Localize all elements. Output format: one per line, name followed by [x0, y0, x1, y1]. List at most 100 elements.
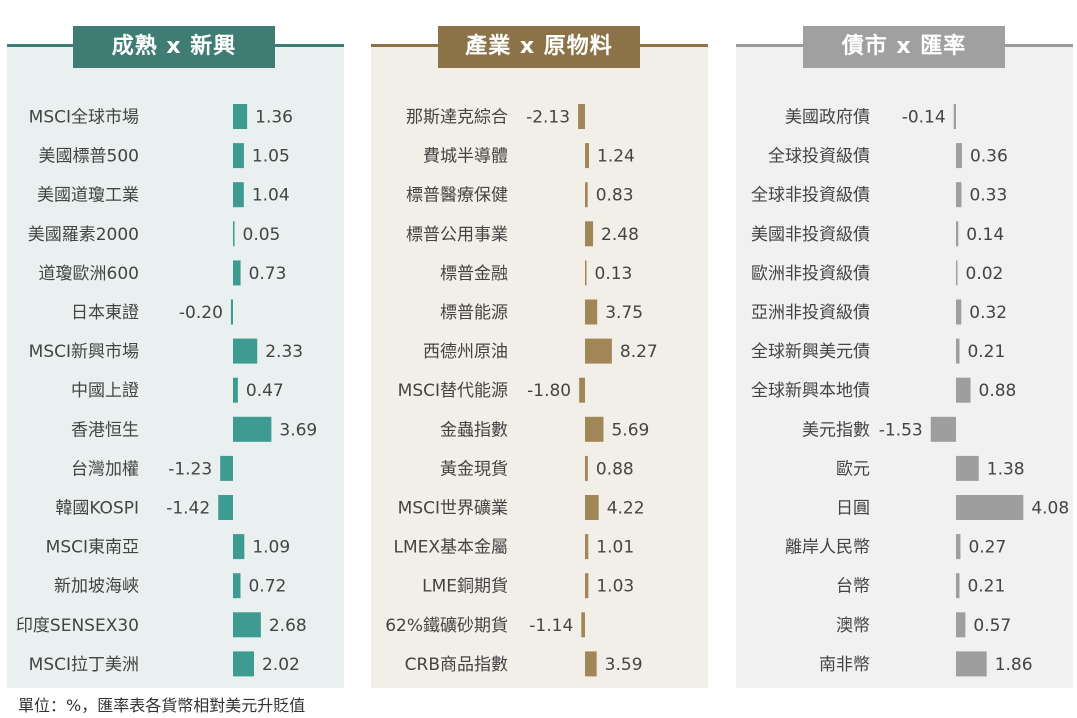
- bar: [585, 260, 587, 286]
- bar: [956, 338, 960, 364]
- category-label: 歐元: [836, 459, 870, 479]
- bar: [585, 416, 604, 442]
- bar: [956, 612, 966, 638]
- category-label: 美國標普500: [39, 147, 139, 167]
- bar: [233, 221, 235, 247]
- panel-bond-fx: 債市 x 匯率 美國政府債 -0.14 全球投資級債 0.36 全球非投資級債 0.33 美…: [736, 26, 1073, 688]
- value-label: 1.38: [987, 459, 1025, 479]
- category-label: 標普金融: [440, 264, 508, 284]
- value-label: 1.04: [252, 186, 290, 206]
- category-label: 美國非投資級債: [751, 225, 870, 245]
- bar: [578, 104, 585, 129]
- category-label: 西德州原油: [423, 342, 508, 362]
- category-label: 費城半導體: [423, 147, 508, 167]
- category-label: 全球投資級債: [768, 147, 870, 167]
- bar-chart: 那斯達克綜合 -2.13 費城半導體 1.24 標普醫療保健 0.83 標普公用事業 2.48…: [385, 104, 658, 677]
- category-label: MSCI全球市場: [29, 108, 139, 128]
- bar: [930, 416, 956, 442]
- category-label: 台灣加權: [71, 459, 139, 479]
- value-label: 8.27: [620, 342, 658, 362]
- bar: [579, 377, 585, 403]
- value-label: -1.23: [168, 459, 212, 479]
- value-label: 1.03: [596, 577, 634, 597]
- category-label: 道瓊歐洲600: [39, 264, 139, 284]
- bar: [233, 534, 245, 560]
- category-label: LMEX基本金屬: [393, 538, 508, 558]
- bar: [585, 495, 599, 520]
- value-label: 0.14: [966, 225, 1004, 245]
- value-label: 1.36: [255, 108, 293, 128]
- value-label: 0.32: [969, 303, 1007, 323]
- bar: [581, 612, 585, 638]
- bar: [585, 651, 597, 677]
- category-label: 美國羅素2000: [28, 225, 139, 245]
- category-label: 美國道瓊工業: [37, 186, 139, 206]
- bar: [233, 260, 241, 286]
- bar: [956, 143, 962, 169]
- panel-developed-emerging: 成熟 x 新興 MSCI全球市場 1.36 美國標普500 1.05 美國道瓊工業 1.0…: [7, 26, 344, 688]
- value-label: 0.02: [966, 264, 1004, 284]
- bar-chart: MSCI全球市場 1.36 美國標普500 1.05 美國道瓊工業 1.04 美國羅素200…: [16, 104, 317, 677]
- category-label: 標普醫療保健: [406, 186, 508, 206]
- value-label: 0.57: [973, 616, 1011, 636]
- category-label: 標普能源: [440, 303, 508, 323]
- value-label: 0.72: [248, 577, 286, 597]
- bar: [233, 182, 244, 208]
- category-label: 澳幣: [836, 616, 870, 636]
- bar: [956, 299, 962, 325]
- bar: [953, 104, 956, 129]
- value-label: 0.33: [969, 186, 1007, 206]
- footnote: 單位：%，匯率表各貨幣相對美元升貶值: [18, 696, 306, 715]
- value-label: 1.86: [995, 655, 1033, 675]
- category-label: 那斯達克綜合: [406, 108, 508, 128]
- bar: [956, 573, 960, 599]
- bar: [585, 143, 590, 169]
- value-label: -0.14: [902, 108, 946, 128]
- bar: [230, 299, 233, 325]
- value-label: 2.48: [601, 225, 639, 245]
- value-label: -1.53: [879, 420, 923, 440]
- value-label: -0.20: [179, 303, 223, 323]
- bar: [233, 416, 272, 442]
- bar: [585, 338, 612, 364]
- value-label: 2.02: [262, 655, 300, 675]
- bar-chart: 美國政府債 -0.14 全球投資級債 0.36 全球非投資級債 0.33 美國非投資級債 0.…: [751, 104, 1069, 677]
- category-label: 全球新興美元債: [751, 342, 870, 362]
- bar: [585, 534, 589, 560]
- value-label: 3.59: [605, 655, 643, 675]
- value-label: 4.08: [1031, 499, 1069, 519]
- value-label: 1.24: [597, 147, 635, 167]
- value-label: 3.69: [279, 420, 317, 440]
- category-label: 日本東證: [71, 303, 139, 323]
- value-label: 0.13: [595, 264, 633, 284]
- bar: [233, 338, 258, 364]
- bar: [956, 182, 962, 208]
- bar: [956, 495, 1024, 520]
- bar: [585, 573, 589, 599]
- bar: [956, 221, 959, 247]
- value-label: 0.21: [967, 342, 1005, 362]
- bar: [220, 455, 233, 481]
- value-label: 0.27: [968, 538, 1006, 558]
- bar: [233, 104, 248, 129]
- category-label: 全球非投資級債: [751, 186, 870, 206]
- value-label: 0.05: [243, 225, 281, 245]
- category-label: 日圓: [836, 499, 870, 519]
- bar: [585, 455, 588, 481]
- category-label: 南非幣: [819, 655, 870, 675]
- category-label: 美國政府債: [785, 108, 870, 128]
- category-label: 標普公用事業: [406, 225, 508, 245]
- value-label: -1.42: [166, 499, 210, 519]
- category-label: 金蟲指數: [440, 420, 508, 440]
- category-label: 新加坡海峽: [54, 577, 139, 597]
- panel-sector-commodity: 產業 x 原物料 那斯達克綜合 -2.13 費城半導體 1.24 標普醫療保健 0.83 標…: [371, 26, 708, 688]
- bar: [956, 651, 987, 677]
- panel-title: 債市 x 匯率: [803, 26, 1005, 68]
- category-label: 台幣: [836, 577, 870, 597]
- bar: [956, 534, 961, 560]
- category-label: MSCI世界礦業: [398, 499, 508, 519]
- value-label: 0.47: [246, 381, 284, 401]
- bar: [233, 651, 255, 677]
- value-label: 0.21: [967, 577, 1005, 597]
- bar: [233, 573, 241, 599]
